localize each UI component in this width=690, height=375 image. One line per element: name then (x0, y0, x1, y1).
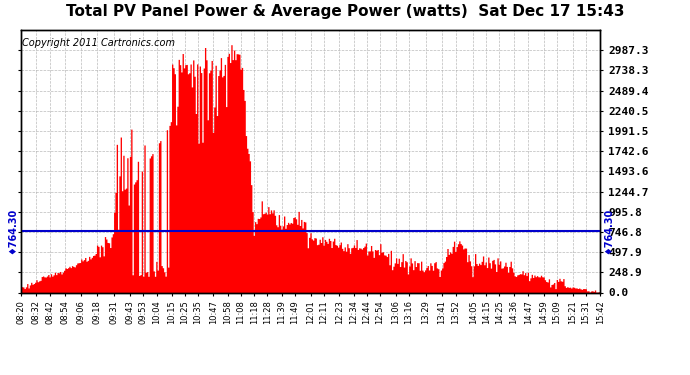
Text: Total PV Panel Power & Average Power (watts)  Sat Dec 17 15:43: Total PV Panel Power & Average Power (wa… (66, 4, 624, 19)
Text: ♦764.30: ♦764.30 (603, 207, 613, 254)
Text: Copyright 2011 Cartronics.com: Copyright 2011 Cartronics.com (22, 38, 175, 48)
Text: ♦764.30: ♦764.30 (8, 207, 18, 254)
